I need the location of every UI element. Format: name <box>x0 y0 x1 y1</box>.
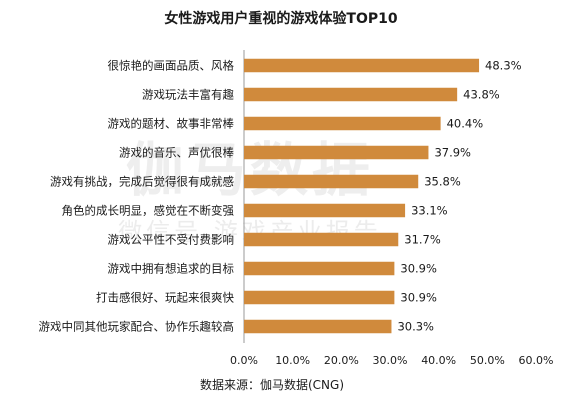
value-label: 30.9% <box>400 262 437 276</box>
bar <box>244 174 419 189</box>
bar <box>244 145 429 160</box>
value-label: 48.3% <box>485 59 522 73</box>
source-note: 数据来源：伽马数据(CNG) <box>200 377 344 392</box>
value-label: 33.1% <box>411 204 448 218</box>
chart-title: 女性游戏用户重视的游戏体验TOP10 <box>164 10 397 27</box>
bar <box>244 319 392 334</box>
category-label: 游戏的音乐、声优很棒 <box>119 146 234 160</box>
value-labels: 48.3% 43.8% 40.4% 37.9% 35.8% 33.1% 31.7% 30.9%… <box>397 59 521 334</box>
bar <box>244 87 458 102</box>
category-label: 角色的成长明显，感觉在不断变强 <box>62 204 235 218</box>
bar <box>244 290 395 305</box>
x-tick-label: 10.0% <box>275 354 310 367</box>
x-tick-label: 30.0% <box>373 354 408 367</box>
value-label: 31.7% <box>404 233 441 247</box>
x-tick-label: 50.0% <box>470 354 505 367</box>
value-label: 30.9% <box>400 291 437 305</box>
category-labels: 很惊艳的画面品质、风格游戏玩法丰富有趣游戏的题材、故事非常棒游戏的音乐、声优很棒… <box>39 59 235 334</box>
value-label: 37.9% <box>434 146 471 160</box>
x-tick-label: 20.0% <box>324 354 359 367</box>
x-tick-label: 40.0% <box>421 354 456 367</box>
category-label: 游戏的题材、故事非常棒 <box>108 117 235 131</box>
category-label: 游戏中拥有想追求的目标 <box>108 262 235 276</box>
category-label: 游戏公平性不受付费影响 <box>108 233 235 247</box>
value-label: 40.4% <box>447 117 484 131</box>
bar <box>244 261 395 276</box>
category-label: 打击感很好、玩起来很爽快 <box>96 291 234 305</box>
bar <box>244 116 441 131</box>
value-label: 30.3% <box>397 320 434 334</box>
bar <box>244 232 399 247</box>
x-tick-label: 0.0% <box>230 354 258 367</box>
value-label: 43.8% <box>463 88 500 102</box>
x-tick-label: 60.0% <box>519 354 554 367</box>
value-label: 35.8% <box>424 175 461 189</box>
category-label: 游戏有挑战，完成后觉得很有成就感 <box>50 175 234 189</box>
category-label: 很惊艳的画面品质、风格 <box>108 59 235 73</box>
x-axis-ticks: 0.0% 10.0% 20.0% 30.0% 40.0% 50.0% 60.0% <box>230 354 553 367</box>
bars <box>244 58 480 334</box>
category-label: 游戏玩法丰富有趣 <box>142 88 234 102</box>
category-label: 游戏中同其他玩家配合、协作乐趣较高 <box>39 320 235 334</box>
bar <box>244 58 480 73</box>
bar <box>244 203 406 218</box>
